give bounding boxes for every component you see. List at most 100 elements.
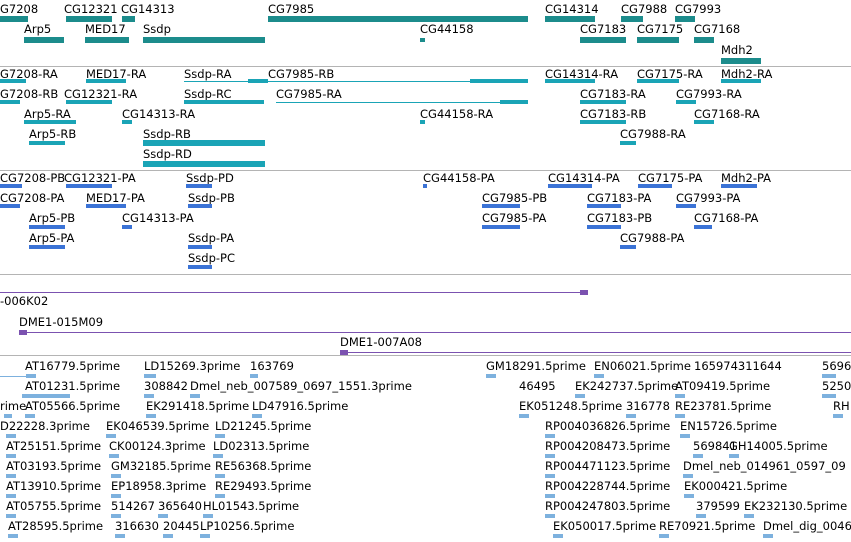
- feature-glyph[interactable]: [0, 292, 588, 293]
- feature-glyph[interactable]: [268, 81, 528, 82]
- transcript-label[interactable]: CG7175-RA: [637, 67, 703, 81]
- transcript-label[interactable]: CG7988-RA: [620, 127, 686, 141]
- feature-glyph[interactable]: [729, 454, 739, 458]
- est-label[interactable]: RP004208473.5prime: [545, 439, 671, 453]
- protein-label[interactable]: CG7168-PA: [694, 211, 759, 225]
- feature-glyph[interactable]: [580, 290, 588, 295]
- feature-glyph[interactable]: [252, 414, 262, 418]
- est-label[interactable]: AT01231.5prime: [25, 379, 121, 393]
- feature-glyph[interactable]: [111, 474, 121, 478]
- feature-glyph[interactable]: [548, 184, 592, 188]
- feature-glyph[interactable]: [190, 394, 200, 398]
- feature-glyph[interactable]: [763, 534, 773, 538]
- feature-glyph[interactable]: [25, 414, 35, 418]
- feature-glyph[interactable]: [111, 494, 121, 498]
- transcript-label[interactable]: CG14313-RA: [122, 107, 196, 121]
- transcript-label[interactable]: CG44158-RA: [420, 107, 494, 121]
- feature-glyph[interactable]: [158, 514, 168, 518]
- transcript-label[interactable]: CG12321-RA: [64, 87, 138, 101]
- feature-glyph[interactable]: [8, 534, 18, 538]
- feature-glyph[interactable]: [470, 79, 528, 83]
- clone-label[interactable]: DME1-007A08: [340, 335, 422, 349]
- est-label[interactable]: 163769: [250, 359, 294, 373]
- protein-label[interactable]: CG7985-PA: [482, 211, 547, 225]
- feature-glyph[interactable]: [215, 494, 225, 498]
- est-label[interactable]: 308842: [144, 379, 188, 393]
- feature-glyph[interactable]: [0, 79, 26, 83]
- feature-glyph[interactable]: [184, 81, 264, 82]
- feature-glyph[interactable]: [696, 514, 706, 518]
- feature-glyph[interactable]: [637, 79, 679, 83]
- est-label[interactable]: EK050017.5prime: [553, 519, 657, 533]
- protein-label[interactable]: CG14314-PA: [548, 171, 620, 185]
- est-label[interactable]: EN06021.5prime: [594, 359, 691, 373]
- protein-label[interactable]: CG7985-PB: [482, 191, 548, 205]
- feature-glyph[interactable]: [822, 374, 836, 378]
- feature-glyph[interactable]: [519, 414, 529, 418]
- est-label[interactable]: HL01543.5prime: [203, 499, 300, 513]
- feature-glyph[interactable]: [340, 350, 348, 355]
- est-label[interactable]: LD47916.5prime: [252, 399, 349, 413]
- feature-glyph[interactable]: [188, 204, 212, 208]
- est-label[interactable]: RE70921.5prime: [659, 519, 756, 533]
- protein-label[interactable]: CG12321-PA: [64, 171, 136, 185]
- est-label[interactable]: AT05755.5prime: [6, 499, 102, 513]
- feature-glyph[interactable]: [19, 332, 851, 333]
- est-label[interactable]: AT03193.5prime: [6, 459, 102, 473]
- feature-glyph[interactable]: [620, 141, 636, 145]
- feature-glyph[interactable]: [580, 120, 626, 124]
- est-label[interactable]: 365640: [158, 499, 202, 513]
- feature-glyph[interactable]: [122, 225, 132, 229]
- est-label[interactable]: CK00124.3prime: [109, 439, 206, 453]
- transcript-label[interactable]: CG7985-RB: [268, 67, 335, 81]
- feature-glyph[interactable]: [215, 474, 225, 478]
- transcript-label[interactable]: G7208-RB: [0, 87, 59, 101]
- est-label[interactable]: 316778: [626, 399, 670, 413]
- feature-glyph[interactable]: [85, 37, 129, 43]
- feature-glyph[interactable]: [24, 120, 76, 124]
- feature-glyph[interactable]: [482, 204, 520, 208]
- feature-glyph[interactable]: [545, 16, 595, 22]
- est-label[interactable]: 569841: [693, 439, 737, 453]
- feature-glyph[interactable]: [693, 454, 703, 458]
- transcript-label[interactable]: Mdh2-RA: [721, 67, 773, 81]
- est-label[interactable]: LP10256.5prime: [200, 519, 295, 533]
- feature-glyph[interactable]: [486, 374, 496, 378]
- feature-glyph[interactable]: [29, 225, 65, 229]
- feature-glyph[interactable]: [115, 534, 125, 538]
- est-label[interactable]: EK291418.5prime: [146, 399, 250, 413]
- est-label[interactable]: EP18958.3prime: [111, 479, 207, 493]
- est-label[interactable]: AT13910.5prime: [6, 479, 102, 493]
- est-label[interactable]: RP004228744.5prime: [545, 479, 671, 493]
- est-label[interactable]: 5250: [822, 379, 851, 393]
- est-label[interactable]: 316630: [115, 519, 159, 533]
- clone-label[interactable]: -006K02: [0, 294, 49, 308]
- feature-glyph[interactable]: [163, 534, 173, 538]
- est-label[interactable]: RH: [833, 399, 850, 413]
- feature-glyph[interactable]: [694, 120, 714, 124]
- est-label[interactable]: RP004247803.5prime: [545, 499, 671, 513]
- feature-glyph[interactable]: [545, 434, 555, 438]
- feature-glyph[interactable]: [144, 394, 154, 398]
- est-label[interactable]: D22228.3prime: [0, 419, 90, 433]
- est-label[interactable]: LD21245.5prime: [215, 419, 312, 433]
- feature-glyph[interactable]: [86, 204, 126, 208]
- feature-glyph[interactable]: [545, 514, 555, 518]
- est-label[interactable]: AT25151.5prime: [6, 439, 102, 453]
- transcript-label[interactable]: CG7993-RA: [676, 87, 742, 101]
- feature-glyph[interactable]: [684, 494, 694, 498]
- feature-glyph[interactable]: [594, 374, 604, 378]
- feature-glyph[interactable]: [580, 37, 626, 43]
- feature-glyph[interactable]: [6, 514, 16, 518]
- feature-glyph[interactable]: [143, 140, 265, 146]
- feature-glyph[interactable]: [721, 58, 761, 64]
- feature-glyph[interactable]: [626, 414, 636, 418]
- est-label[interactable]: GH14005.5prime: [729, 439, 828, 453]
- feature-glyph[interactable]: [340, 352, 851, 353]
- est-label[interactable]: RE23781.5prime: [675, 399, 772, 413]
- feature-glyph[interactable]: [109, 454, 119, 458]
- protein-label[interactable]: Ssdp-PB: [188, 191, 235, 205]
- feature-glyph[interactable]: [500, 100, 528, 104]
- feature-glyph[interactable]: [0, 16, 28, 22]
- feature-glyph[interactable]: [122, 120, 132, 124]
